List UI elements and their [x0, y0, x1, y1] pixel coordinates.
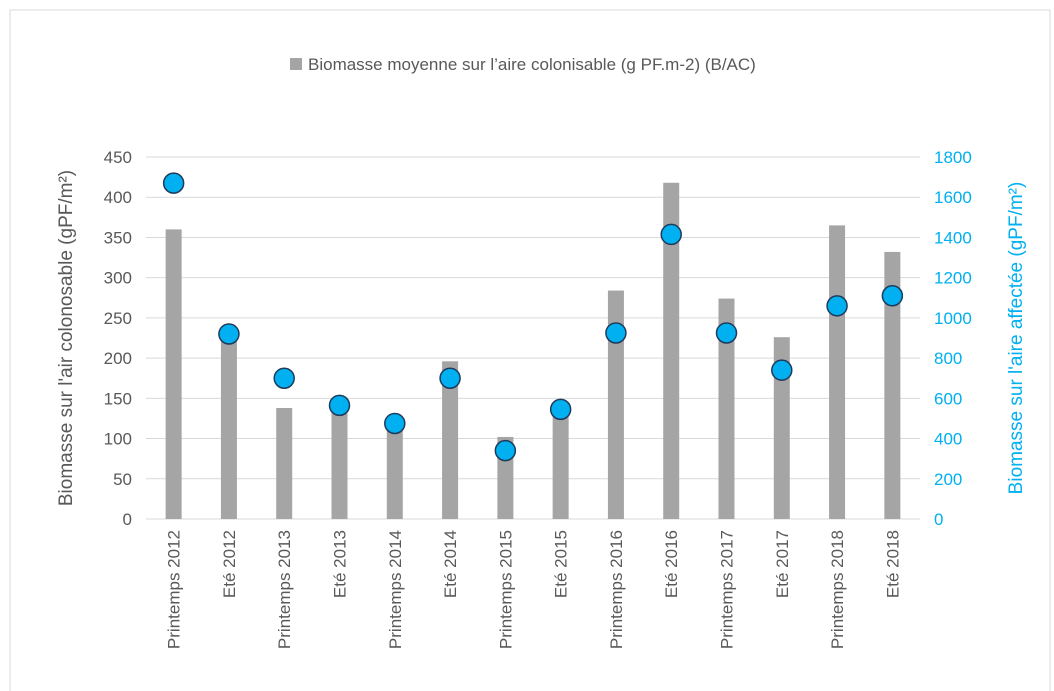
chart-frame: [9, 9, 1051, 691]
marker: [384, 412, 406, 435]
x-tick-label: Printemps 2017: [718, 530, 737, 649]
y2-tick-label: 600: [934, 389, 962, 408]
bar: [884, 251, 901, 519]
marker: [605, 322, 627, 344]
bar: [165, 229, 182, 519]
marker: [328, 394, 351, 417]
x-tick-label: Printemps 2013: [275, 530, 294, 649]
marker: [881, 285, 904, 307]
marker: [771, 359, 793, 381]
y-tick-label: 150: [104, 389, 132, 408]
x-tick-label: Eté 2014: [441, 530, 460, 598]
x-tick-label: Eté 2016: [662, 530, 681, 598]
y-tick-label: 450: [104, 148, 132, 167]
y2-tick-label: 1600: [934, 188, 972, 207]
bar: [663, 182, 680, 519]
y-tick-label: 300: [104, 269, 132, 288]
bar: [331, 410, 348, 519]
y-tick-label: 350: [104, 228, 132, 247]
bar: [829, 225, 846, 519]
bar: [220, 333, 237, 519]
bar: [276, 407, 293, 519]
marker: [826, 295, 848, 317]
legend: Biomasse moyenne sur l’aire colonisable …: [290, 50, 850, 80]
y2-tick-label: 200: [934, 470, 962, 489]
bar: [773, 337, 790, 519]
legend-label: Biomasse moyenne sur l’aire colonisable …: [308, 55, 756, 74]
marker: [715, 322, 738, 344]
marker: [439, 367, 461, 389]
y-tick-label: 400: [104, 188, 132, 207]
x-tick-label: Eté 2017: [773, 530, 792, 598]
bar: [552, 414, 569, 519]
y2-axis-label: Biomasse sur l'aire affectée (gPF/m²): [1006, 182, 1027, 495]
y-tick-label: 50: [113, 470, 132, 489]
y2-tick-label: 1000: [934, 309, 972, 328]
y2-tick-label: 400: [934, 430, 962, 449]
x-tick-label: Eté 2012: [220, 530, 239, 598]
bar: [607, 290, 624, 519]
y-tick-label: 0: [123, 510, 132, 529]
marker: [660, 223, 682, 246]
bar: [386, 422, 403, 519]
bar: [442, 361, 459, 519]
x-tick-label: Eté 2018: [883, 530, 902, 598]
marker: [549, 398, 572, 421]
x-tick-label: Printemps 2012: [165, 530, 184, 649]
x-tick-label: Printemps 2018: [828, 530, 847, 649]
y2-tick-label: 1400: [934, 228, 972, 247]
y2-tick-label: 800: [934, 349, 962, 368]
y-tick-label: 100: [104, 430, 132, 449]
x-tick-label: Eté 2015: [552, 530, 571, 598]
y-tick-label: 200: [104, 349, 132, 368]
y-axis-label: Biomasse sur l'air colonosable (gPF/m²): [56, 170, 77, 506]
y2-tick-label: 0: [934, 510, 943, 529]
bar: [718, 298, 735, 519]
marker: [218, 323, 240, 345]
y-tick-label: 250: [104, 309, 132, 328]
x-tick-label: Printemps 2015: [496, 530, 515, 649]
x-tick-label: Printemps 2016: [607, 530, 626, 649]
y2-tick-label: 1800: [934, 148, 972, 167]
y2-tick-label: 1200: [934, 269, 972, 288]
x-tick-label: Printemps 2014: [386, 530, 405, 649]
marker: [494, 439, 517, 462]
legend-swatch: [290, 58, 302, 70]
marker: [162, 172, 185, 194]
x-tick-label: Eté 2013: [331, 530, 350, 598]
marker: [273, 367, 295, 389]
